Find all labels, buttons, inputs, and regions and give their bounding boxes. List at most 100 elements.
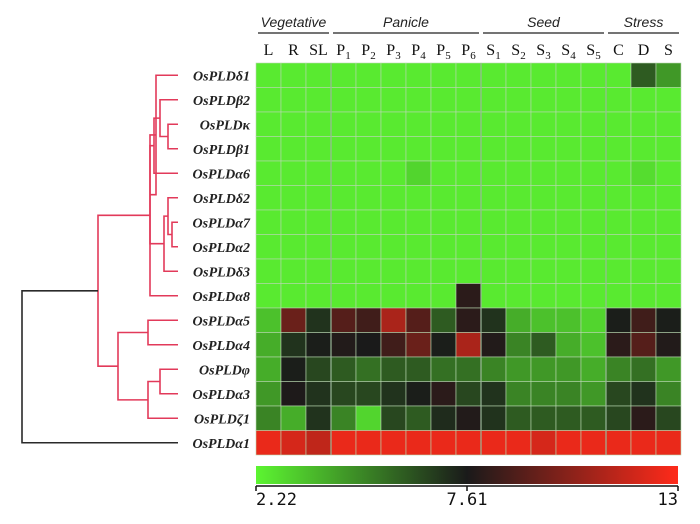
heatmap-cell [630, 185, 657, 211]
heatmap-cell [380, 87, 407, 113]
column-label: S5 [586, 42, 601, 62]
heatmap-cell [430, 405, 457, 431]
heatmap-cell [530, 62, 557, 88]
heatmap-cell [430, 258, 457, 284]
column-label: R [288, 42, 299, 59]
column-label: P3 [386, 42, 401, 62]
heatmap-cell [655, 332, 682, 358]
heatmap-cell [580, 307, 607, 333]
dendrogram-branch [159, 368, 178, 395]
column-label: S4 [561, 42, 576, 62]
heatmap-cell [655, 430, 682, 456]
heatmap-cell [655, 209, 682, 235]
heatmap-cell [505, 209, 532, 235]
heatmap-cell [355, 307, 382, 333]
column-label: SL [309, 42, 328, 59]
heatmap-cell [605, 283, 632, 309]
heatmap-cell [280, 87, 307, 113]
dendrogram-branch [147, 380, 178, 420]
color-tick-label: 13 [658, 490, 678, 510]
heatmap-cell [505, 332, 532, 358]
heatmap-cell [605, 111, 632, 137]
heatmap-cell [480, 136, 507, 162]
heatmap-cell [330, 234, 357, 260]
heatmap-cell [330, 185, 357, 211]
heatmap-cell [305, 87, 332, 113]
heatmap-cell [255, 160, 282, 186]
heatmap-cell [405, 111, 432, 137]
heatmap-cell [355, 258, 382, 284]
heatmap-cell [580, 234, 607, 260]
heatmap-cell [580, 356, 607, 382]
heatmap-cell [455, 87, 482, 113]
heatmap-cell [655, 185, 682, 211]
heatmap-cell [430, 62, 457, 88]
heatmap-cell [280, 136, 307, 162]
heatmap-cell [255, 136, 282, 162]
dendrogram [21, 74, 178, 444]
heatmap-cell [630, 160, 657, 186]
group-label: Seed [527, 14, 561, 30]
gene-label: OsPLDφ [199, 363, 250, 378]
heatmap-cell [380, 381, 407, 407]
heatmap-cell [555, 160, 582, 186]
heatmap-cell [630, 283, 657, 309]
heatmap-cell [480, 185, 507, 211]
heatmap-cell [305, 283, 332, 309]
heatmap-cell [605, 405, 632, 431]
heatmap-cell [280, 405, 307, 431]
heatmap-cell [305, 136, 332, 162]
heatmap-cell [530, 185, 557, 211]
heatmap-cell [455, 136, 482, 162]
heatmap-cell [630, 430, 657, 456]
column-label: S3 [536, 42, 551, 62]
heatmap-cell [305, 381, 332, 407]
heatmap-cell [255, 283, 282, 309]
dendrogram-branch [147, 319, 178, 346]
heatmap-cell [380, 234, 407, 260]
heatmap-cell [480, 111, 507, 137]
heatmap-cell [430, 160, 457, 186]
heatmap-cell [455, 381, 482, 407]
heatmap-cell [405, 209, 432, 235]
heatmap-cell [455, 405, 482, 431]
heatmap-cell [505, 111, 532, 137]
heatmap-cell [355, 136, 382, 162]
heatmap-cell [255, 234, 282, 260]
heatmap-cell [280, 160, 307, 186]
heatmap-cell [655, 283, 682, 309]
heatmap-cell [355, 160, 382, 186]
heatmap-cell [280, 332, 307, 358]
column-label: S1 [486, 42, 500, 62]
heatmap-cell [380, 185, 407, 211]
heatmap-cell [555, 283, 582, 309]
heatmap-cell [655, 136, 682, 162]
heatmap-cell [280, 209, 307, 235]
heatmap-cell [605, 381, 632, 407]
heatmap-cell [255, 356, 282, 382]
dendrogram-branch [153, 117, 178, 175]
heatmap-cell [605, 209, 632, 235]
heatmap-cell [355, 283, 382, 309]
heatmap-cell [480, 356, 507, 382]
heatmap-cell [355, 87, 382, 113]
gene-label: OsPLDα5 [192, 314, 250, 329]
heatmap-cell [480, 160, 507, 186]
heatmap-cell [480, 258, 507, 284]
heatmap-cell [530, 307, 557, 333]
heatmap-cell [330, 356, 357, 382]
heatmap-cell [630, 332, 657, 358]
heatmap-cell [430, 209, 457, 235]
heatmap-cell [505, 62, 532, 88]
heatmap-cell [305, 111, 332, 137]
heatmap-cell [330, 258, 357, 284]
dendrogram-branch [159, 98, 178, 138]
heatmap-cell [405, 160, 432, 186]
heatmap-cell [330, 87, 357, 113]
heatmap-cell [580, 283, 607, 309]
heatmap-cell [330, 307, 357, 333]
heatmap-cell [380, 405, 407, 431]
column-headers: L R SL P1 P2 P3 P4 P5 P6 S1 S2 S3 S4 S5 C D S [264, 42, 673, 62]
heatmap-cell [405, 185, 432, 211]
heatmap-cell [355, 356, 382, 382]
